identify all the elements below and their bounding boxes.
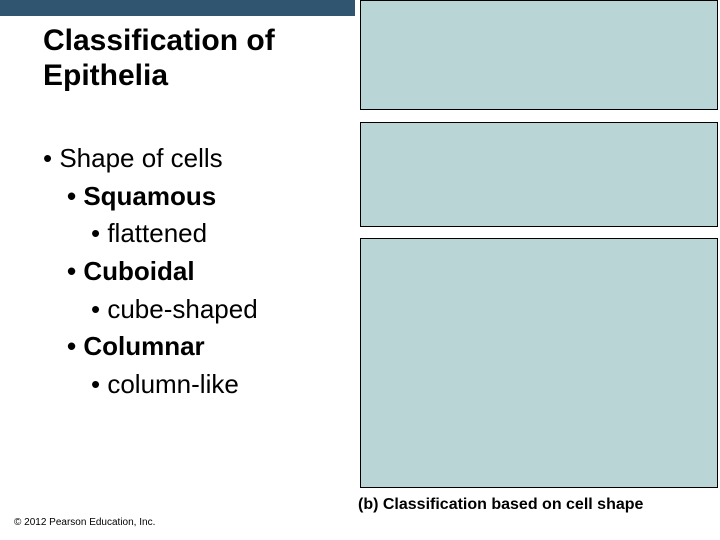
slide-title: Classification of Epithelia [43,24,275,93]
slide: Classification of Epithelia • Shape of c… [0,0,720,540]
bullet-flattened: • flattened [91,215,258,253]
diagram-panel-top [360,0,718,110]
copyright-text: © 2012 Pearson Education, Inc. [14,517,155,528]
bullet-squamous: • Squamous [67,178,258,216]
bullet-list: • Shape of cells • Squamous • flattened … [43,140,258,404]
title-line-1: Classification of [43,24,275,57]
bullet-shape-of-cells: • Shape of cells [43,140,258,178]
caption-prefix: (b) [358,496,383,513]
bullet-cuboidal: • Cuboidal [67,253,258,291]
bullet-columnar: • Columnar [67,328,258,366]
bullet-column-like: • column-like [91,366,258,404]
caption-text: Classification based on cell shape [383,496,644,513]
diagram-panel-middle [360,122,718,227]
title-line-2: Epithelia [43,59,168,92]
bullet-cube-shaped: • cube-shaped [91,291,258,329]
header-color-bar [0,0,355,16]
figure-caption: (b) Classification based on cell shape [358,496,643,514]
diagram-panel-bottom [360,238,718,488]
